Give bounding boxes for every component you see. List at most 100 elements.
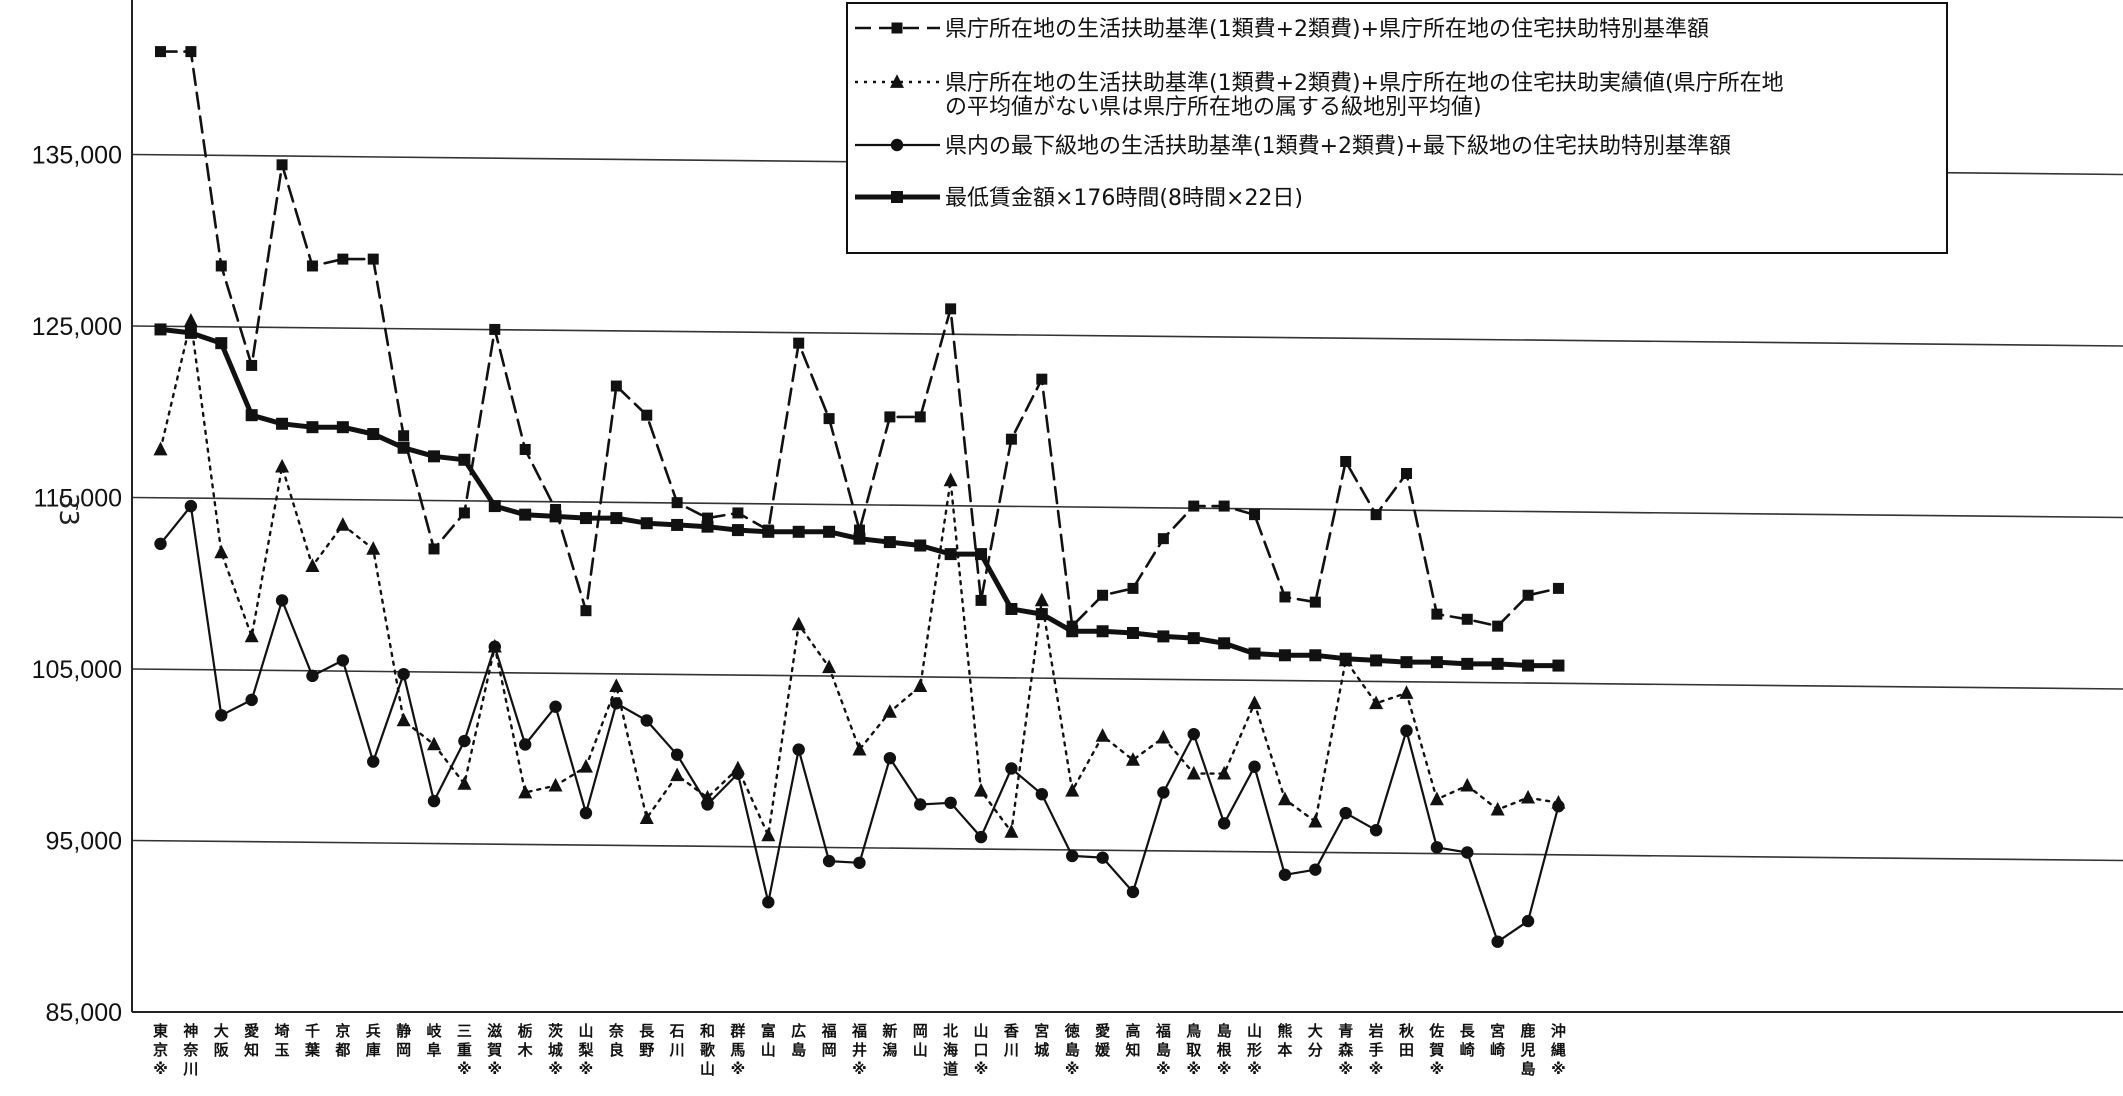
x-category-label: 東京※ bbox=[153, 1022, 168, 1078]
data-point bbox=[155, 46, 166, 58]
data-point bbox=[1430, 841, 1444, 854]
data-point bbox=[1218, 637, 1231, 650]
data-point bbox=[793, 337, 805, 349]
data-point bbox=[457, 776, 472, 790]
data-point bbox=[732, 507, 744, 519]
data-point bbox=[975, 594, 987, 606]
data-point bbox=[1521, 789, 1536, 804]
data-point bbox=[1157, 630, 1170, 643]
data-point bbox=[761, 827, 776, 842]
legend-label: 県庁所在地の生活扶助基準(1類費+2類費)+県庁所在地の住宅扶助特別基準額 bbox=[945, 17, 1709, 42]
data-point bbox=[610, 512, 623, 525]
data-point bbox=[1005, 433, 1017, 445]
data-point bbox=[639, 810, 654, 825]
data-point bbox=[1157, 533, 1169, 545]
data-point bbox=[1249, 509, 1261, 521]
series-layer bbox=[153, 46, 1566, 948]
legend-item: 県内の最下級地の生活扶助基準(1類費+2類費)+最下級地の住宅扶助特別基準額 bbox=[855, 134, 1731, 159]
data-point bbox=[154, 537, 167, 551]
x-category-label: 山梨※ bbox=[577, 1022, 593, 1078]
x-category-label: 富山 bbox=[761, 1022, 776, 1059]
data-point bbox=[1491, 935, 1504, 948]
data-point bbox=[1552, 800, 1565, 813]
data-point bbox=[1066, 625, 1079, 638]
legend-label: 最低賃金額×176時間(8時間×22日) bbox=[945, 186, 1303, 211]
data-point bbox=[853, 532, 866, 545]
data-point bbox=[1217, 817, 1231, 830]
data-point bbox=[791, 616, 806, 631]
data-point bbox=[306, 669, 319, 683]
y-tick-label: 85,000 bbox=[46, 999, 122, 1027]
data-point bbox=[366, 541, 381, 555]
data-point bbox=[396, 712, 411, 727]
data-point bbox=[1339, 652, 1352, 665]
data-point bbox=[1309, 863, 1322, 876]
gridline bbox=[131, 668, 2123, 690]
data-point bbox=[671, 497, 683, 509]
data-point bbox=[428, 543, 440, 555]
gridline bbox=[131, 839, 2123, 862]
data-point bbox=[1096, 625, 1109, 638]
data-point bbox=[975, 548, 988, 561]
data-point bbox=[214, 544, 229, 559]
data-point bbox=[1188, 500, 1200, 512]
legend-label: 県内の最下級地の生活扶助基準(1類費+2類費)+最下級地の住宅扶助特別基準額 bbox=[945, 134, 1731, 159]
data-point bbox=[488, 640, 501, 653]
legend-item: 県庁所在地の生活扶助基準(1類費+2類費)+県庁所在地の住宅扶助実績値(県庁所在… bbox=[855, 71, 1784, 120]
data-point bbox=[245, 693, 258, 707]
x-category-label: 群馬※ bbox=[730, 1022, 745, 1078]
data-point bbox=[609, 678, 624, 692]
data-point bbox=[1492, 620, 1504, 632]
data-point bbox=[306, 260, 318, 272]
data-point bbox=[1552, 582, 1564, 594]
data-point bbox=[458, 507, 470, 519]
data-point bbox=[1187, 632, 1200, 645]
data-point bbox=[1066, 849, 1079, 863]
data-point bbox=[153, 441, 168, 456]
x-category-label: 愛媛 bbox=[1094, 1022, 1111, 1059]
data-point bbox=[1248, 647, 1261, 660]
data-point bbox=[427, 736, 442, 751]
x-category-label: 京都 bbox=[334, 1022, 350, 1059]
x-category-label: 福島※ bbox=[1155, 1022, 1171, 1078]
data-point bbox=[1429, 791, 1444, 806]
data-point bbox=[1035, 608, 1048, 621]
data-point bbox=[398, 430, 410, 442]
data-point bbox=[1157, 786, 1170, 799]
data-point bbox=[792, 743, 805, 756]
legend-box bbox=[846, 2, 1948, 254]
data-point bbox=[1126, 885, 1140, 899]
x-category-label: 石川 bbox=[669, 1022, 685, 1059]
data-point bbox=[822, 854, 836, 868]
x-category-label: 大阪 bbox=[214, 1022, 230, 1059]
data-point bbox=[184, 499, 198, 513]
data-point bbox=[1522, 589, 1534, 601]
series-prefecture-capital-special-housing bbox=[155, 46, 1564, 632]
data-point bbox=[1491, 657, 1504, 670]
data-point bbox=[943, 472, 958, 487]
data-point bbox=[1521, 914, 1535, 928]
data-point bbox=[397, 667, 410, 681]
data-point bbox=[1400, 724, 1413, 737]
series-lowest-grade-area bbox=[154, 499, 1565, 948]
x-category-label: 山口※ bbox=[974, 1022, 989, 1078]
data-point bbox=[1005, 762, 1018, 775]
data-point bbox=[518, 738, 532, 751]
x-category-label: 高知 bbox=[1125, 1022, 1140, 1059]
data-point bbox=[579, 512, 592, 525]
x-category-label: 福岡 bbox=[821, 1022, 837, 1059]
data-point bbox=[1430, 656, 1443, 669]
x-category-label: 岡山 bbox=[913, 1022, 928, 1059]
data-point bbox=[1309, 596, 1321, 608]
data-point bbox=[428, 450, 441, 463]
x-category-label: 徳島※ bbox=[1064, 1022, 1080, 1078]
data-point bbox=[1248, 760, 1261, 773]
data-point bbox=[1308, 813, 1323, 828]
series-line bbox=[158, 326, 1561, 669]
data-point bbox=[1522, 659, 1535, 672]
data-point bbox=[1186, 765, 1201, 780]
data-point bbox=[914, 539, 927, 552]
x-category-label: 島根※ bbox=[1217, 1022, 1232, 1078]
x-category-label: 宮崎 bbox=[1490, 1022, 1505, 1059]
